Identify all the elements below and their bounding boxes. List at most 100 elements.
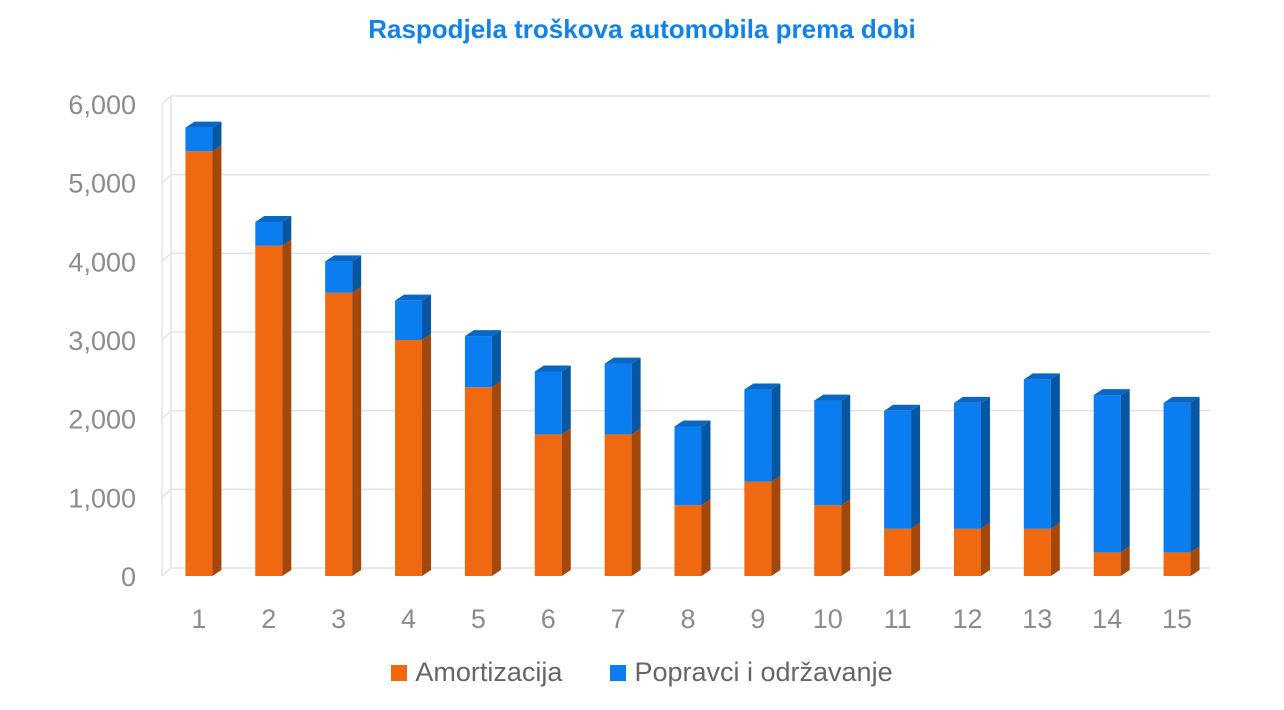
bar-13-amortizacija xyxy=(1023,522,1060,576)
bar-4-amortizacija xyxy=(395,334,432,576)
bar-12-popravci xyxy=(953,396,990,529)
x-tick-label: 12 xyxy=(952,604,982,634)
bar-side xyxy=(841,499,851,576)
bar-6-popravci xyxy=(534,365,571,435)
bar-top xyxy=(744,383,781,390)
bar-top xyxy=(325,255,362,262)
bar-front xyxy=(534,434,562,576)
bar-side xyxy=(282,216,292,246)
x-tick-label: 13 xyxy=(1022,604,1052,634)
bar-12-amortizacija xyxy=(953,522,990,576)
bar-front xyxy=(464,336,492,388)
bar-side xyxy=(980,396,990,529)
y-axis-ticks: 0 1,000 2,000 3,000 4,000 5,000 6,000 xyxy=(68,90,136,592)
y-tick-label: 6,000 xyxy=(68,90,136,120)
x-tick-label: 8 xyxy=(680,604,695,634)
legend-swatch-amortizacija xyxy=(391,664,408,681)
x-tick-label: 7 xyxy=(611,604,626,634)
bar-side xyxy=(212,145,222,576)
bar-front xyxy=(464,387,492,576)
bar-side xyxy=(491,381,501,576)
bar-9-amortizacija xyxy=(744,475,781,576)
bar-top xyxy=(1023,373,1060,380)
x-tick-label: 14 xyxy=(1092,604,1122,634)
bar-top xyxy=(884,404,921,411)
bar-side xyxy=(352,255,362,293)
bar-front xyxy=(325,292,353,576)
bar-front xyxy=(674,505,702,576)
x-tick-label: 10 xyxy=(813,604,843,634)
bar-front xyxy=(395,300,423,340)
legend-label-popravci: Popravci i održavanje xyxy=(634,657,893,687)
x-tick-label: 11 xyxy=(884,604,912,634)
bar-side xyxy=(701,420,711,506)
bar-front xyxy=(953,528,981,576)
x-tick-label: 15 xyxy=(1162,604,1192,634)
bar-7-amortizacija xyxy=(604,428,641,576)
bar-side xyxy=(1120,546,1130,576)
bars xyxy=(185,121,1200,576)
bar-side xyxy=(980,522,990,576)
x-tick-label: 5 xyxy=(471,604,486,634)
bar-front xyxy=(1023,528,1051,576)
y-tick-label: 0 xyxy=(121,562,136,592)
bar-front xyxy=(255,222,283,246)
gridline-side xyxy=(161,252,172,262)
legend-item-popravci: Popravci i održavanje xyxy=(610,657,893,688)
bar-side xyxy=(911,522,921,576)
bar-3-popravci xyxy=(325,255,362,293)
bar-side xyxy=(1120,389,1130,553)
bar-9-popravci xyxy=(744,383,781,482)
y-tick-label: 3,000 xyxy=(68,326,136,356)
bar-15-amortizacija xyxy=(1163,546,1200,576)
bar-front xyxy=(1163,552,1191,576)
bar-11-amortizacija xyxy=(884,522,921,576)
bar-2-amortizacija xyxy=(255,239,292,576)
x-tick-label: 3 xyxy=(331,604,346,634)
bar-side xyxy=(422,294,432,340)
bar-side xyxy=(631,357,641,435)
bar-top xyxy=(953,396,990,403)
x-tick-label: 9 xyxy=(750,604,765,634)
gridline-side xyxy=(161,331,172,341)
bar-5-amortizacija xyxy=(464,381,501,576)
bar-top xyxy=(464,330,501,337)
bar-side xyxy=(282,239,292,576)
bar-1-popravci xyxy=(185,121,222,152)
bar-2-popravci xyxy=(255,216,292,246)
bar-7-popravci xyxy=(604,357,641,435)
bar-14-amortizacija xyxy=(1093,546,1130,576)
bar-side xyxy=(771,383,781,482)
bar-15-popravci xyxy=(1163,396,1200,553)
bar-10-amortizacija xyxy=(814,499,851,576)
y-tick-label: 4,000 xyxy=(68,247,136,277)
bar-front xyxy=(534,371,562,435)
bar-side xyxy=(1190,396,1200,553)
bar-top xyxy=(185,121,222,128)
x-tick-label: 2 xyxy=(261,604,276,634)
chart-title: Raspodjela troškova automobila prema dob… xyxy=(368,14,916,44)
bar-side xyxy=(1050,522,1060,576)
bar-front xyxy=(1093,395,1121,553)
bar-side xyxy=(491,330,501,388)
legend-label-amortizacija: Amortizacija xyxy=(415,657,563,687)
bar-side xyxy=(631,428,641,576)
bar-top xyxy=(814,394,851,401)
gridline-side xyxy=(161,95,172,105)
bar-side xyxy=(1050,373,1060,529)
bar-top xyxy=(395,294,432,301)
bar-front xyxy=(325,261,353,293)
x-tick-label: 6 xyxy=(541,604,556,634)
bar-top xyxy=(255,216,292,222)
bar-4-popravci xyxy=(395,294,432,340)
gridline-side xyxy=(161,488,172,498)
bar-14-popravci xyxy=(1093,389,1130,553)
bar-top xyxy=(534,365,571,372)
bar-front xyxy=(744,389,772,482)
bar-front xyxy=(185,151,213,576)
bar-top xyxy=(1093,389,1130,396)
bar-side xyxy=(561,365,571,435)
bar-front xyxy=(814,505,842,576)
bar-front xyxy=(185,127,213,152)
